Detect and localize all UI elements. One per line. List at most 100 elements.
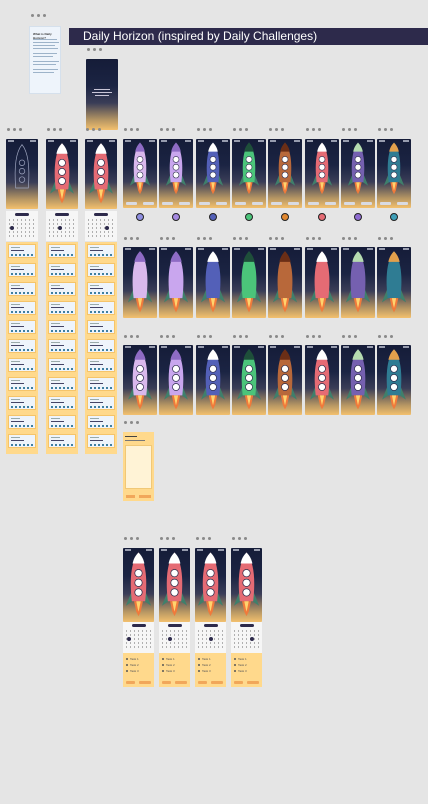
frame-handle[interactable]: [197, 128, 213, 132]
month-pill[interactable]: [15, 213, 29, 216]
list-item[interactable]: [8, 434, 36, 448]
rocket-tasks-7[interactable]: [341, 345, 375, 415]
list-item[interactable]: [48, 434, 76, 448]
task-item[interactable]: Task 1: [162, 657, 176, 661]
frame-handle[interactable]: [306, 237, 322, 241]
list-item[interactable]: [48, 396, 76, 410]
month-pill[interactable]: [131, 624, 146, 627]
rocket-plain-1[interactable]: [123, 247, 157, 318]
list-item[interactable]: [8, 301, 36, 315]
rocket-plain-6[interactable]: [305, 247, 339, 318]
task-item[interactable]: Task 3: [198, 669, 212, 673]
frame-handle[interactable]: [31, 14, 47, 18]
list-item[interactable]: [87, 434, 115, 448]
frame-handle[interactable]: [160, 335, 176, 339]
frame-handle[interactable]: [124, 335, 140, 339]
frame-handle[interactable]: [124, 128, 140, 132]
frame-handle[interactable]: [197, 335, 213, 339]
rocket-plain-3[interactable]: [196, 247, 230, 318]
frame-handle[interactable]: [342, 128, 358, 132]
month-pill[interactable]: [55, 213, 69, 216]
task-item[interactable]: Task 3: [126, 669, 140, 673]
task-item[interactable]: Task 2: [162, 663, 176, 667]
frame-handle[interactable]: [269, 335, 285, 339]
rocket-plain-7[interactable]: [341, 247, 375, 318]
frame-handle[interactable]: [233, 128, 249, 132]
list-item[interactable]: [8, 263, 36, 277]
frame-handle[interactable]: [47, 128, 63, 132]
frame-handle[interactable]: [7, 128, 23, 132]
rocket-tasks-2[interactable]: [159, 345, 193, 415]
frame-handle[interactable]: [124, 421, 140, 425]
list-item[interactable]: [48, 377, 76, 391]
task-item[interactable]: Task 1: [198, 657, 212, 661]
task-item[interactable]: Task 2: [234, 663, 248, 667]
rocket-plain-4[interactable]: [232, 247, 266, 318]
list-item[interactable]: [8, 244, 36, 258]
frame-handle[interactable]: [233, 335, 249, 339]
selected-day[interactable]: [250, 637, 254, 641]
frame-handle[interactable]: [86, 128, 102, 132]
task-item[interactable]: Task 1: [234, 657, 248, 661]
list-item[interactable]: [8, 320, 36, 334]
rocket-plain-2[interactable]: [159, 247, 193, 318]
list-item[interactable]: [8, 282, 36, 296]
selected-day[interactable]: [105, 226, 109, 230]
list-item[interactable]: [48, 301, 76, 315]
frame-handle[interactable]: [232, 537, 248, 541]
list-item[interactable]: [87, 415, 115, 429]
rocket-variant-8[interactable]: [377, 139, 411, 208]
list-item[interactable]: [8, 415, 36, 429]
list-item[interactable]: [87, 244, 115, 258]
list-item[interactable]: [87, 301, 115, 315]
list-item[interactable]: [48, 320, 76, 334]
month-pill[interactable]: [94, 213, 108, 216]
frame-handle[interactable]: [306, 128, 322, 132]
frame-handle[interactable]: [378, 128, 394, 132]
list-item[interactable]: [87, 320, 115, 334]
frame-handle[interactable]: [160, 237, 176, 241]
frame-handle[interactable]: [196, 537, 212, 541]
list-item[interactable]: [8, 377, 36, 391]
list-item[interactable]: [8, 358, 36, 372]
frame-handle[interactable]: [197, 237, 213, 241]
frame-handle[interactable]: [378, 335, 394, 339]
rocket-variant-2[interactable]: [159, 139, 193, 208]
frame-handle[interactable]: [269, 128, 285, 132]
splash-screen[interactable]: [86, 59, 118, 130]
add-challenge-form[interactable]: [123, 432, 154, 501]
selected-day[interactable]: [58, 226, 62, 230]
rocket-variant-3[interactable]: [196, 139, 230, 208]
rocket-tasks-5[interactable]: [268, 345, 302, 415]
rocket-tasks-6[interactable]: [305, 345, 339, 415]
selected-day[interactable]: [127, 637, 131, 641]
list-item[interactable]: [87, 282, 115, 296]
challenge-screen[interactable]: [6, 139, 38, 209]
frame-handle[interactable]: [124, 537, 140, 541]
selected-day[interactable]: [168, 637, 172, 641]
final-screen-3[interactable]: [195, 548, 226, 622]
selected-day[interactable]: [10, 226, 14, 230]
frame-handle[interactable]: [160, 537, 176, 541]
list-item[interactable]: [48, 244, 76, 258]
list-item[interactable]: [48, 263, 76, 277]
frame-handle[interactable]: [233, 237, 249, 241]
final-screen-1[interactable]: [123, 548, 154, 622]
rocket-plain-5[interactable]: [268, 247, 302, 318]
frame-handle[interactable]: [269, 237, 285, 241]
list-item[interactable]: [8, 396, 36, 410]
frame-handle[interactable]: [378, 237, 394, 241]
rocket-tasks-4[interactable]: [232, 345, 266, 415]
list-item[interactable]: [87, 263, 115, 277]
list-item[interactable]: [48, 339, 76, 353]
task-item[interactable]: Task 3: [162, 669, 176, 673]
list-item[interactable]: [87, 396, 115, 410]
list-item[interactable]: [48, 358, 76, 372]
rocket-variant-5[interactable]: [268, 139, 302, 208]
frame-handle[interactable]: [342, 335, 358, 339]
task-item[interactable]: Task 1: [126, 657, 140, 661]
rocket-variant-7[interactable]: [341, 139, 375, 208]
frame-handle[interactable]: [124, 237, 140, 241]
month-pill[interactable]: [239, 624, 254, 627]
list-item[interactable]: [8, 339, 36, 353]
